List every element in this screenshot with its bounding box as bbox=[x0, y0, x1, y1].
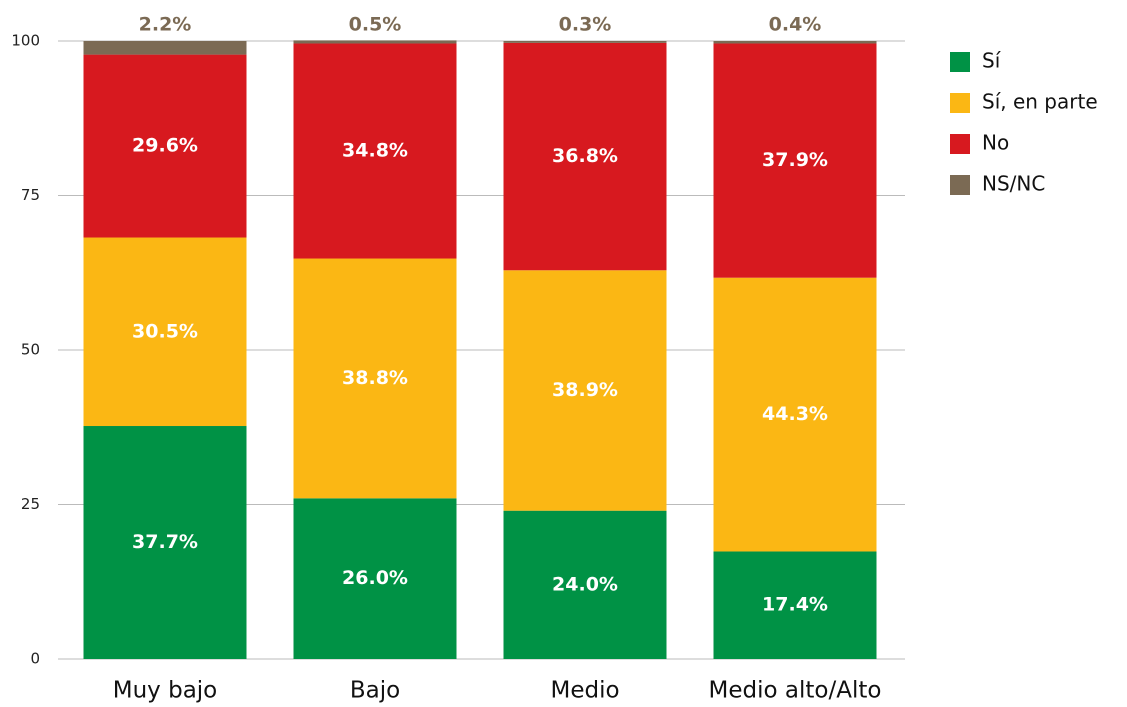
x-tick-label: Bajo bbox=[350, 678, 400, 704]
legend-swatch bbox=[950, 134, 970, 154]
data-label: 37.7% bbox=[132, 531, 198, 553]
x-tick-label: Muy bajo bbox=[113, 678, 218, 704]
legend-label: Sí bbox=[982, 49, 1002, 73]
bar-segment bbox=[293, 40, 457, 44]
data-label: 17.4% bbox=[762, 594, 828, 616]
legend-swatch bbox=[950, 52, 970, 72]
data-label: 0.5% bbox=[349, 14, 402, 36]
x-tick-label: Medio bbox=[550, 678, 619, 704]
data-label: 37.9% bbox=[762, 149, 828, 171]
bar-segment bbox=[83, 237, 247, 427]
data-label: 38.9% bbox=[552, 379, 618, 401]
bar-segment bbox=[503, 42, 667, 271]
data-label: 30.5% bbox=[132, 320, 198, 342]
bar-segment bbox=[293, 258, 457, 499]
legend-label: Sí, en parte bbox=[982, 90, 1098, 114]
y-tick-label: 100 bbox=[11, 32, 40, 50]
bar-segment bbox=[83, 54, 247, 238]
bar-segment bbox=[713, 43, 877, 278]
data-label: 24.0% bbox=[552, 573, 618, 595]
data-label: 34.8% bbox=[342, 140, 408, 162]
x-tick-label: Medio alto/Alto bbox=[709, 678, 882, 704]
data-label: 26.0% bbox=[342, 567, 408, 589]
y-tick-label: 50 bbox=[21, 341, 40, 359]
bar-segment bbox=[503, 510, 667, 659]
bar-segment bbox=[713, 41, 877, 44]
bar-segment bbox=[83, 426, 247, 659]
bar-segment bbox=[83, 41, 247, 55]
bar-segment bbox=[713, 551, 877, 659]
data-label: 0.3% bbox=[559, 14, 612, 36]
y-tick-label: 25 bbox=[21, 495, 40, 513]
y-tick-label: 75 bbox=[21, 186, 40, 204]
data-label: 29.6% bbox=[132, 135, 198, 157]
bar-segment bbox=[293, 43, 457, 259]
legend-swatch bbox=[950, 175, 970, 195]
bar-segment bbox=[503, 270, 667, 511]
y-tick-label: 0 bbox=[30, 650, 40, 668]
data-label: 44.3% bbox=[762, 403, 828, 425]
data-label: 2.2% bbox=[139, 14, 192, 36]
data-label: 38.8% bbox=[342, 367, 408, 389]
bar-segment bbox=[503, 41, 667, 43]
data-label: 0.4% bbox=[769, 14, 822, 36]
data-label: 36.8% bbox=[552, 145, 618, 167]
legend-swatch bbox=[950, 93, 970, 113]
legend-label: NS/NC bbox=[982, 172, 1045, 196]
bar-segment bbox=[713, 277, 877, 552]
legend-label: No bbox=[982, 131, 1009, 155]
bar-segment bbox=[293, 498, 457, 659]
